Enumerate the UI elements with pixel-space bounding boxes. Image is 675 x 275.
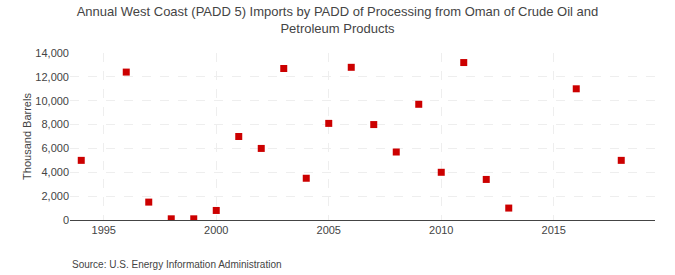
svg-text:6,000: 6,000 <box>41 142 69 154</box>
svg-text:2005: 2005 <box>317 224 341 236</box>
svg-text:Source: U.S. Energy Informatio: Source: U.S. Energy Information Administ… <box>72 259 282 270</box>
svg-text:10,000: 10,000 <box>35 95 69 107</box>
svg-text:4,000: 4,000 <box>41 166 69 178</box>
svg-text:12,000: 12,000 <box>35 71 69 83</box>
svg-text:2,000: 2,000 <box>41 190 69 202</box>
svg-text:1995: 1995 <box>92 224 116 236</box>
svg-text:2000: 2000 <box>204 224 228 236</box>
svg-text:14,000: 14,000 <box>35 47 69 59</box>
svg-text:2010: 2010 <box>429 224 453 236</box>
svg-text:0: 0 <box>63 214 69 226</box>
svg-text:8,000: 8,000 <box>41 118 69 130</box>
svg-text:2015: 2015 <box>542 224 566 236</box>
svg-text:Thousand Barrels: Thousand Barrels <box>21 93 33 180</box>
svg-text:Annual West Coast (PADD 5) Imp: Annual West Coast (PADD 5) Imports by PA… <box>77 4 599 36</box>
